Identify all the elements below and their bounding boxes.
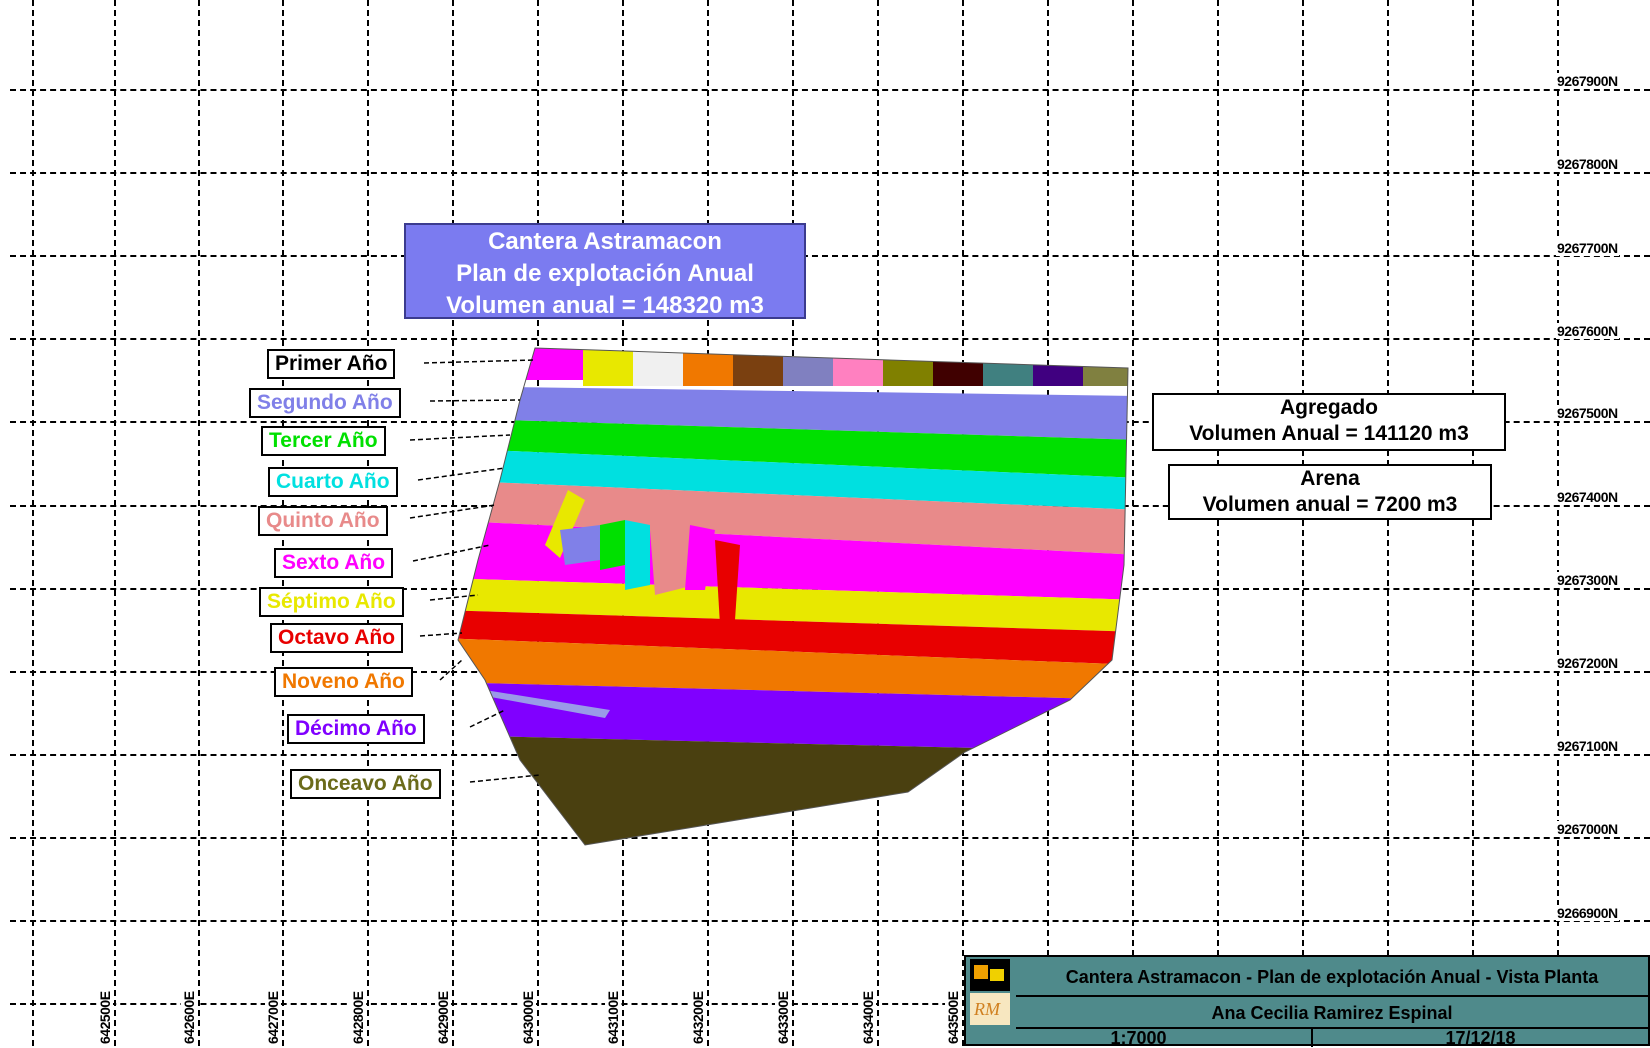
easting-label: 642500E	[97, 991, 113, 1044]
grid-line	[1302, 0, 1304, 1046]
northing-label: 9267000N	[1556, 821, 1619, 837]
grid-line	[452, 0, 454, 1046]
year-label: Décimo Año	[287, 714, 425, 744]
agregado-volume: Volumen Anual = 141120 m3	[1189, 422, 1469, 445]
grid-line	[10, 1003, 1650, 1005]
year-label: Cuarto Año	[268, 467, 398, 497]
northing-label: 9267900N	[1556, 73, 1619, 89]
easting-label: 643200E	[690, 991, 706, 1044]
easting-label: 642700E	[265, 991, 281, 1044]
title-block-date: 17/12/18	[1445, 1028, 1516, 1048]
easting-label: 643100E	[605, 991, 621, 1044]
northing-label: 9267400N	[1556, 489, 1619, 505]
map-volume: Volumen anual = 148320 m3	[446, 292, 764, 319]
year-label: Sexto Año	[274, 548, 394, 578]
grid-line	[10, 89, 1650, 91]
grid-line	[10, 255, 1650, 257]
year-label: Noveno Año	[274, 667, 413, 697]
easting-label: 642800E	[350, 991, 366, 1044]
grid-line	[10, 172, 1650, 174]
map-subtitle: Plan de explotación Anual	[456, 260, 754, 287]
year-label: Tercer Año	[261, 426, 386, 456]
easting-label: 642900E	[435, 991, 451, 1044]
year-label: Séptimo Año	[259, 587, 404, 617]
map-title: Cantera Astramacon	[488, 228, 722, 255]
year-label: Quinto Año	[258, 506, 388, 536]
northing-label: 9267500N	[1556, 405, 1619, 421]
grid-line	[1472, 0, 1474, 1046]
arena-name: Arena	[1300, 467, 1360, 490]
grid-line	[198, 0, 200, 1046]
grid-line	[1217, 0, 1219, 1046]
northing-label: 9266900N	[1556, 905, 1619, 921]
grid-line	[114, 0, 116, 1046]
title-block-title: Cantera Astramacon - Plan de explotación…	[1016, 965, 1648, 997]
year-label: Octavo Año	[270, 623, 404, 653]
northing-label: 9267600N	[1556, 323, 1619, 339]
easting-label: 642600E	[181, 991, 197, 1044]
easting-label: 643000E	[520, 991, 536, 1044]
title-block-author: Ana Cecilia Ramirez Espinal	[1016, 999, 1648, 1029]
northing-label: 9267200N	[1556, 655, 1619, 671]
map-title-box: Cantera Astramacon Plan de explotación A…	[404, 223, 806, 319]
title-block-scale: 1:7000	[966, 1029, 1313, 1047]
svg-text:RM: RM	[973, 999, 1001, 1019]
northing-label: 9267300N	[1556, 572, 1619, 588]
year-label: Segundo Año	[249, 388, 401, 418]
year-label: Onceavo Año	[290, 769, 441, 799]
arena-volume: Volumen anual = 7200 m3	[1202, 493, 1458, 516]
grid-line	[10, 338, 1650, 340]
grid-line	[1387, 0, 1389, 1046]
software-logo-icon	[970, 959, 1010, 991]
northing-label: 9267800N	[1556, 156, 1619, 172]
grid-line	[32, 0, 34, 1046]
grid-line	[1557, 0, 1559, 1046]
agregado-name: Agregado	[1279, 396, 1378, 419]
northing-label: 9267100N	[1556, 738, 1619, 754]
easting-label: 643500E	[945, 991, 961, 1044]
northing-label: 9267700N	[1556, 240, 1619, 256]
title-block: RM Cantera Astramacon - Plan de explotac…	[964, 955, 1650, 1048]
grid-line	[1132, 0, 1134, 1046]
easting-label: 643300E	[775, 991, 791, 1044]
grid-line	[10, 837, 1650, 839]
agregado-box: Agregado Volumen Anual = 141120 m3	[1152, 393, 1506, 451]
year-label: Primer Año	[267, 349, 396, 379]
grid-line	[10, 920, 1650, 922]
company-logo-icon: RM	[970, 993, 1010, 1025]
easting-label: 643400E	[860, 991, 876, 1044]
arena-box: Arena Volumen anual = 7200 m3	[1168, 464, 1492, 520]
